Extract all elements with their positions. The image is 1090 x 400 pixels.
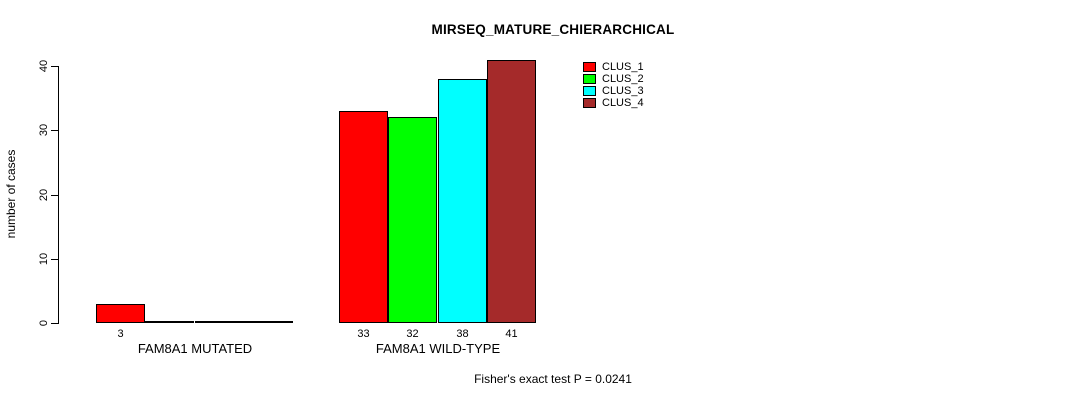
y-tick-mark: [51, 194, 58, 196]
fisher-test-annotation: Fisher's exact test P = 0.0241: [474, 372, 632, 386]
zero-bar-clus_4: [244, 321, 293, 323]
y-tick-mark: [51, 258, 58, 260]
bar-value-label: 41: [505, 328, 518, 340]
y-tick-label: 0: [38, 319, 50, 327]
bar-clus_1: [96, 304, 145, 323]
bar-clus_4: [487, 60, 536, 323]
bar-clus_1: [339, 111, 388, 323]
y-axis-line: [58, 66, 59, 324]
legend-label-clus_4: CLUS_4: [602, 97, 644, 109]
legend-swatch-clus_4: [583, 98, 596, 108]
legend-swatch-clus_1: [583, 62, 596, 72]
y-tick-mark: [51, 130, 58, 132]
y-tick-label: 20: [38, 188, 50, 201]
legend-swatch-clus_3: [583, 86, 596, 96]
chart-title: MIRSEQ_MATURE_CHIERARCHICAL: [431, 22, 675, 37]
bar-value-label: 33: [357, 328, 370, 340]
bar-value-label: 32: [406, 328, 419, 340]
zero-bar-clus_3: [195, 321, 244, 323]
y-tick-mark: [51, 323, 58, 324]
legend-swatch-clus_2: [583, 74, 596, 84]
y-tick-label: 30: [38, 124, 50, 137]
legend-label-clus_1: CLUS_1: [602, 61, 644, 73]
bar-clus_2: [388, 117, 437, 323]
y-tick-label: 10: [38, 252, 50, 265]
bar-value-label: 38: [456, 328, 469, 340]
y-tick-label: 40: [38, 59, 50, 73]
bar-value-label: 3: [117, 328, 124, 340]
zero-bar-clus_2: [145, 321, 194, 323]
bar-clus_3: [438, 79, 487, 323]
y-tick-mark: [51, 66, 58, 67]
category-label: FAM8A1 MUTATED: [137, 341, 253, 356]
legend-label-clus_3: CLUS_3: [602, 85, 644, 97]
legend-label-clus_2: CLUS_2: [602, 73, 644, 85]
category-label: FAM8A1 WILD-TYPE: [375, 341, 501, 356]
